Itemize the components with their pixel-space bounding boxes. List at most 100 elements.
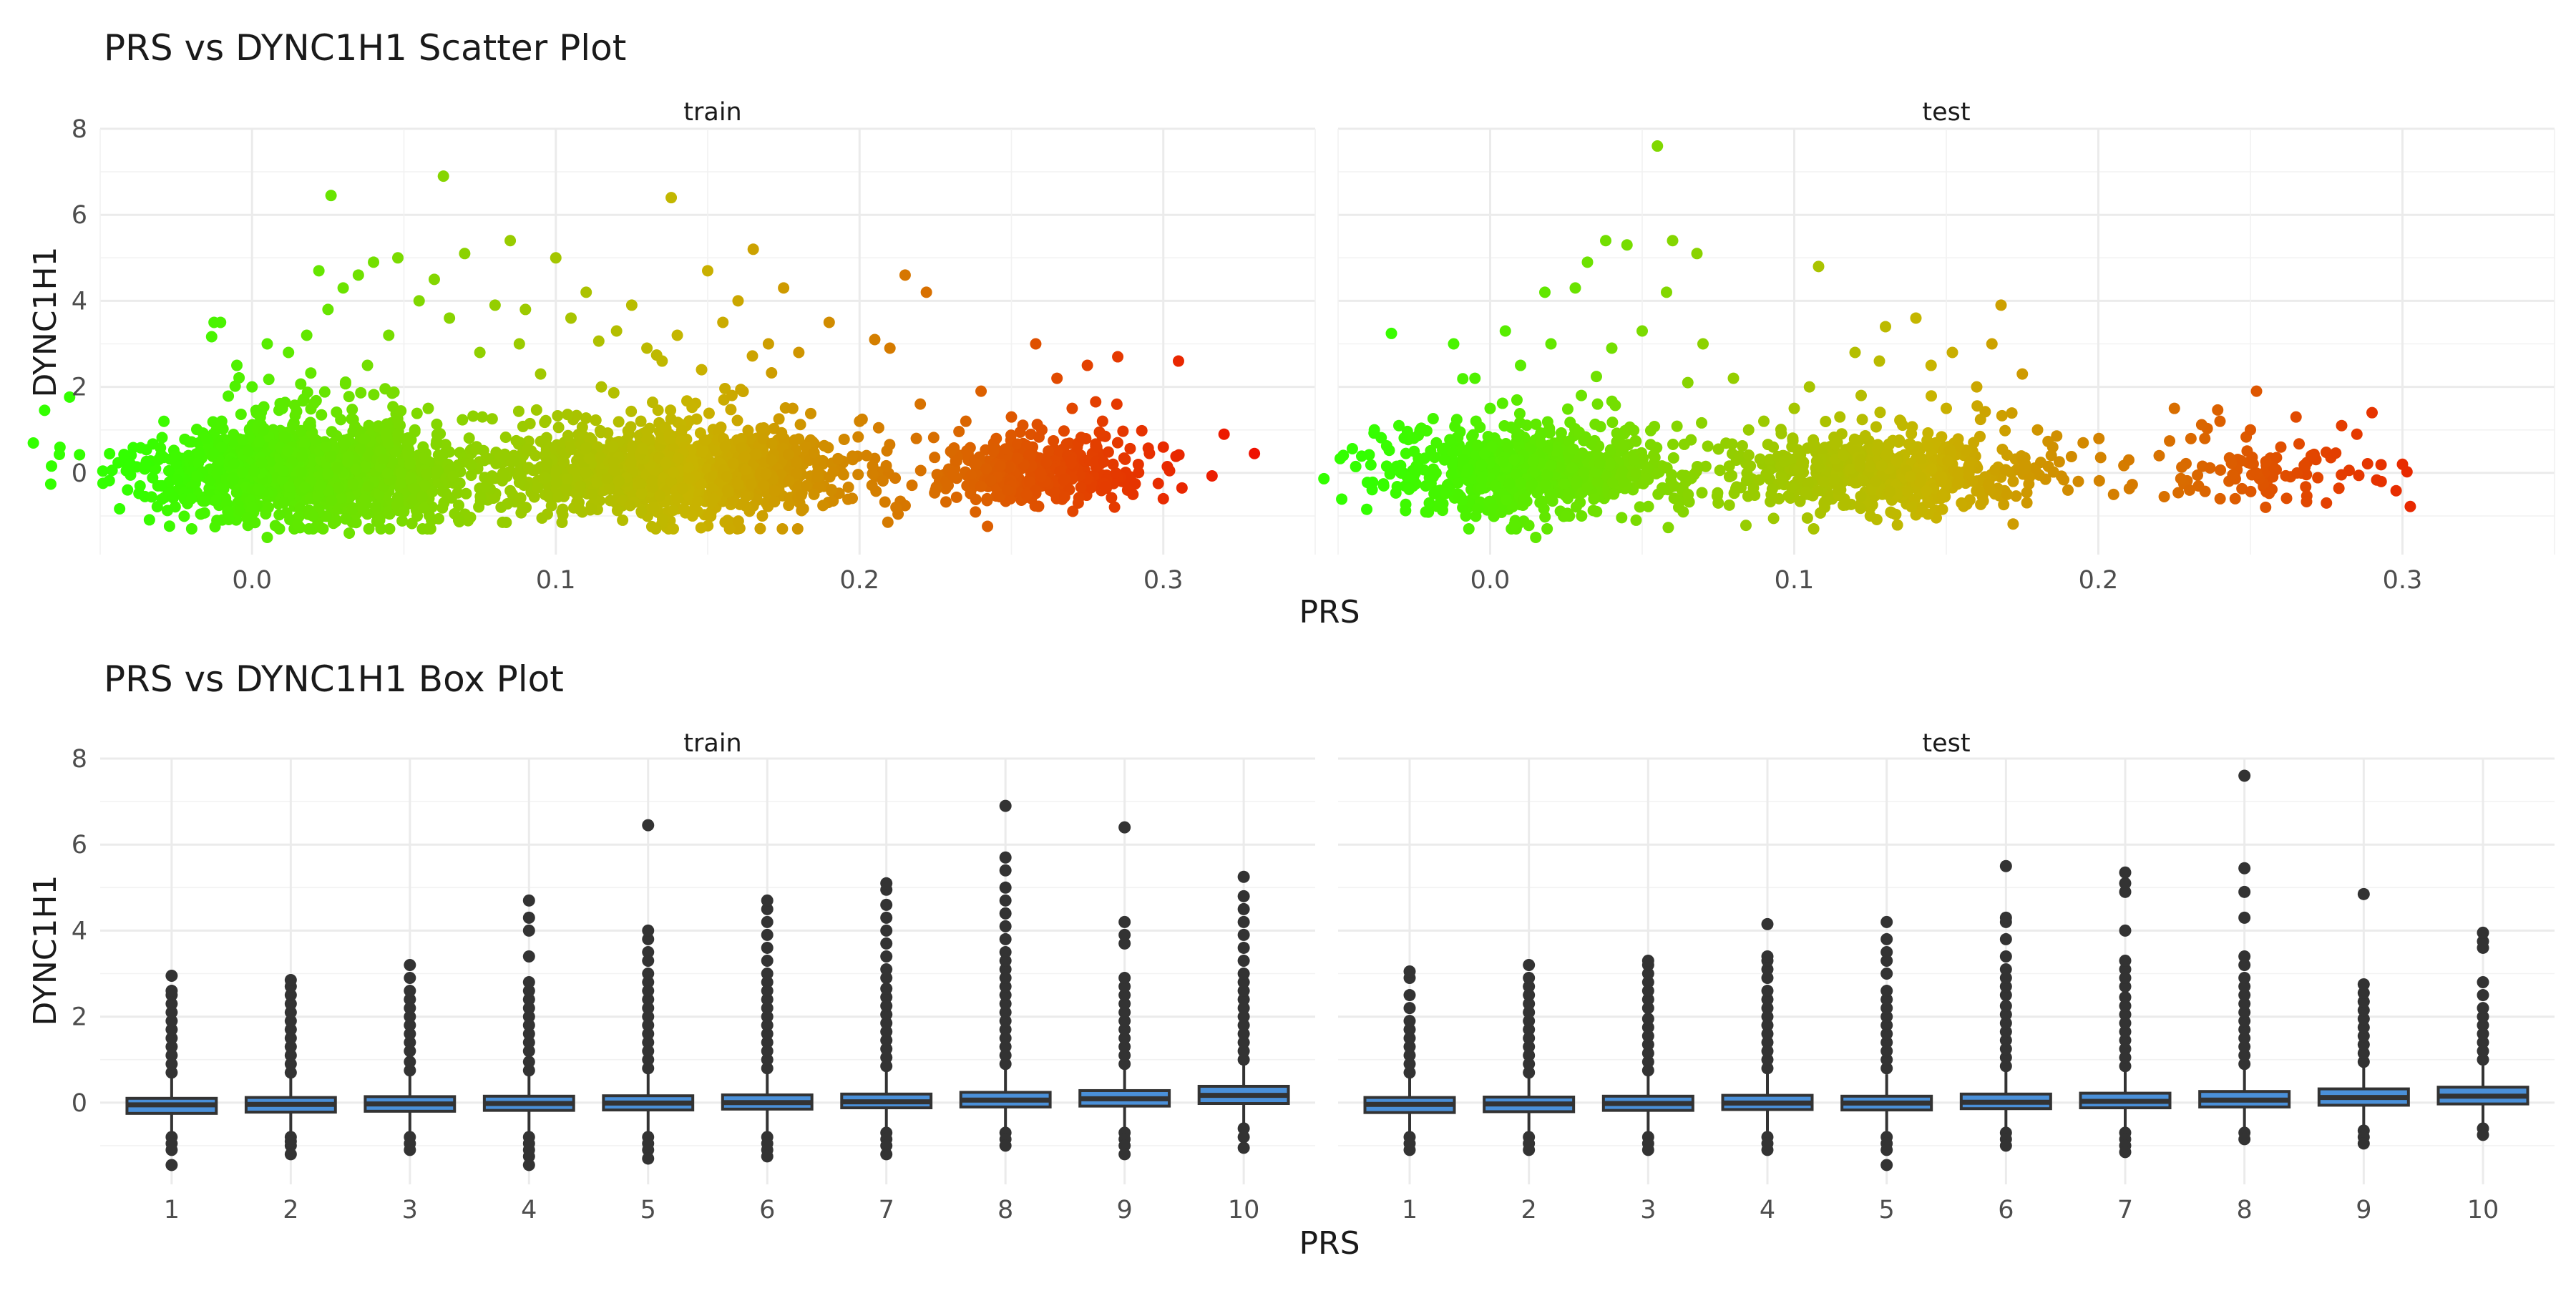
scatter-point — [697, 446, 708, 457]
scatter-point — [1356, 450, 1367, 462]
scatter-point — [1486, 441, 1498, 452]
box-2 — [1484, 959, 1574, 1156]
scatter-point — [1616, 512, 1627, 523]
scatter-point — [817, 500, 829, 511]
scatter-y-tick-label: 6 — [72, 201, 87, 230]
scatter-point — [953, 426, 965, 437]
scatter-point — [230, 381, 241, 392]
scatter-point — [1000, 443, 1011, 454]
scatter-point — [1922, 441, 1933, 452]
scatter-point — [793, 347, 804, 359]
scatter-point — [852, 432, 864, 443]
scatter-point — [1448, 338, 1460, 350]
scatter-point — [1035, 467, 1046, 479]
scatter-point — [309, 434, 321, 445]
scatter-point — [1112, 351, 1123, 363]
scatter-point — [740, 491, 751, 502]
scatter-point — [419, 479, 430, 491]
scatter-point — [28, 437, 39, 449]
scatter-point — [1509, 519, 1521, 530]
scatter-point — [1661, 286, 1672, 298]
box-outlier — [1118, 916, 1131, 928]
scatter-point — [1906, 501, 1917, 512]
scatter-point — [625, 406, 637, 417]
scatter-point — [1058, 474, 1070, 486]
box-grid-test — [1338, 759, 2555, 1184]
scatter-point — [1093, 427, 1105, 438]
scatter-point — [331, 406, 342, 418]
scatter-point — [504, 235, 516, 246]
scatter-point — [877, 475, 889, 487]
scatter-point — [283, 347, 294, 359]
box-outlier — [1118, 929, 1131, 941]
scatter-point — [769, 496, 780, 507]
box-outlier — [1404, 1144, 1416, 1156]
scatter-point — [510, 435, 522, 447]
scatter-point — [368, 256, 379, 268]
scatter-point — [2072, 476, 2084, 487]
scatter-point — [796, 505, 807, 516]
scatter-point — [277, 403, 288, 414]
scatter-point — [1539, 286, 1551, 298]
scatter-x-tick-label: 0.3 — [2383, 566, 2423, 595]
scatter-point — [1855, 490, 1866, 502]
scatter-point — [416, 491, 428, 502]
scatter-point — [1336, 493, 1347, 505]
scatter-point — [1568, 444, 1579, 455]
scatter-point — [2230, 493, 2241, 505]
scatter-point — [238, 434, 249, 446]
scatter-y-axis-title: DYNC1H1 — [27, 246, 64, 397]
scatter-point — [332, 462, 343, 473]
scatter-point — [2321, 497, 2332, 509]
scatter-point — [742, 425, 753, 437]
scatter-point — [1677, 469, 1688, 481]
scatter-point — [556, 506, 567, 517]
scatter-point — [2260, 502, 2271, 513]
scatter-point — [604, 483, 615, 495]
scatter-point — [2260, 456, 2272, 467]
scatter-point — [45, 478, 57, 489]
scatter-point — [299, 482, 311, 493]
scatter-point — [732, 415, 743, 427]
scatter-point — [1779, 456, 1790, 467]
scatter-point — [613, 475, 625, 487]
scatter-point — [46, 460, 57, 472]
scatter-point — [1942, 455, 1953, 467]
box-outlier — [523, 895, 535, 907]
box-outlier — [880, 950, 892, 963]
scatter-point — [635, 506, 647, 517]
scatter-point — [1628, 454, 1639, 466]
scatter-facet-label-train: train — [683, 98, 741, 127]
scatter-point — [1692, 248, 1703, 259]
scatter-point — [338, 282, 349, 293]
scatter-point — [2066, 451, 2077, 462]
scatter-point — [1818, 476, 1830, 487]
scatter-point — [2062, 484, 2074, 496]
scatter-point — [732, 295, 743, 306]
scatter-point — [466, 459, 477, 471]
box-1 — [1365, 965, 1455, 1156]
scatter-point — [1496, 507, 1507, 518]
scatter-point — [1591, 371, 1602, 382]
scatter-point — [316, 409, 327, 421]
scatter-point — [586, 503, 597, 515]
box-outlier — [880, 899, 892, 911]
scatter-point — [223, 390, 234, 401]
scatter-point — [1012, 453, 1023, 464]
scatter-point — [847, 492, 858, 504]
scatter-point — [1937, 489, 1948, 501]
scatter-point — [1672, 421, 1683, 432]
scatter-point — [1021, 489, 1033, 500]
scatter-point — [766, 454, 777, 466]
scatter-point — [39, 404, 50, 416]
scatter-point — [827, 466, 839, 477]
scatter-point — [256, 457, 268, 469]
scatter-point — [1523, 520, 1535, 531]
scatter-point — [1362, 477, 1373, 488]
scatter-point — [195, 508, 207, 520]
scatter-point — [811, 472, 823, 484]
scatter-point — [170, 450, 182, 462]
scatter-point — [1469, 373, 1480, 384]
scatter-point — [497, 475, 508, 487]
